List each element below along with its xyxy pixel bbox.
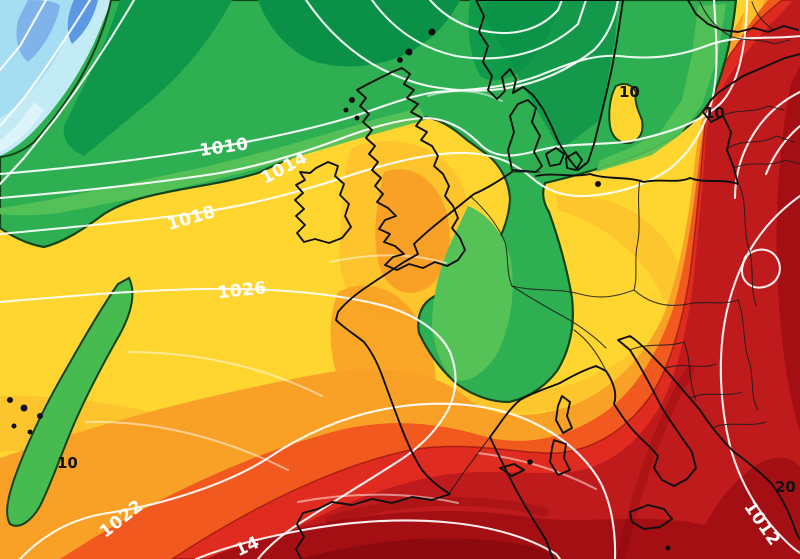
island-hebrides-1 <box>349 97 355 103</box>
island-azores-2 <box>20 404 28 412</box>
fill-lightgreen-tongue <box>432 206 513 381</box>
border-northeast-1 <box>699 1 791 45</box>
coast-spain-east <box>489 436 554 559</box>
border-balkans-6 <box>737 299 759 411</box>
border-balkans-2 <box>665 363 717 369</box>
fill-maroon-southeast <box>690 457 800 559</box>
island-shetland <box>428 28 436 36</box>
fill-redorange-mass <box>60 0 800 559</box>
coast-danish-island-2 <box>565 151 583 171</box>
island-azores-3 <box>37 413 43 419</box>
temperature-labels: 10 10 10 20 <box>57 83 796 496</box>
border-alps <box>511 285 607 349</box>
border-france-italy <box>573 329 607 372</box>
fill-blue-patch-2 <box>67 0 98 44</box>
isobar-pale-5 <box>477 452 597 490</box>
island-malta <box>665 545 671 551</box>
coastlines <box>7 0 800 559</box>
border-east-2 <box>733 159 800 169</box>
temp-label-baltics: 10 <box>704 104 725 122</box>
fill-green-leaf-atlantic <box>6 276 134 527</box>
red-shading-streak-1 <box>615 365 695 559</box>
temp-label-gotland: 10 <box>619 83 640 101</box>
island-orkney <box>405 48 413 56</box>
temp-label-balkans: 20 <box>775 478 796 496</box>
isobar-pale-2 <box>127 351 323 397</box>
border-balkans-4 <box>711 421 767 429</box>
cold-pool-edge <box>0 0 112 158</box>
fill-blue-patch-1 <box>16 0 60 62</box>
fill-orange-britain <box>375 169 450 293</box>
fill-deep-maroon-strip <box>300 538 560 559</box>
island-orkney-2 <box>397 57 403 63</box>
border-east-3 <box>727 135 795 149</box>
isobar-1022-line <box>18 402 617 559</box>
island-bornholm <box>595 181 601 187</box>
border-balkans-1 <box>629 341 685 351</box>
island-hebrides-3 <box>354 115 360 121</box>
island-azores-4 <box>11 423 17 429</box>
island-azores-1 <box>7 397 13 403</box>
coast-danish-island-1 <box>545 147 565 167</box>
border-balkans-5 <box>683 341 697 401</box>
temp-label-atlantic: 10 <box>57 454 78 472</box>
country-borders <box>449 1 800 493</box>
isobar-nw-diagonal-1 <box>0 0 48 72</box>
coast-denmark <box>507 99 543 173</box>
fill-cyan-pale-streak <box>0 102 44 152</box>
fill-darkgreen-northwest <box>63 0 232 156</box>
coast-ireland <box>294 161 352 244</box>
isobar-nw-diagonal-2 <box>0 0 92 128</box>
isobar-1014-line <box>0 0 749 200</box>
island-menorca <box>527 459 533 465</box>
border-czech <box>511 285 635 298</box>
coast-sardinia <box>549 439 571 476</box>
fill-darkred-mass <box>242 0 800 559</box>
border-east-4 <box>721 105 785 117</box>
coast-west-europe <box>295 171 513 559</box>
isobar-pale-3 <box>85 420 289 471</box>
border-northeast-2 <box>751 1 775 31</box>
border-hungary <box>633 289 739 307</box>
coast-gulf-of-finland <box>687 0 799 33</box>
coast-sicily <box>629 504 673 530</box>
fill-darkgreen-scandinavia <box>480 0 618 150</box>
fill-lightgreen-east-band <box>596 4 726 172</box>
isobar-1014-bottom-line <box>194 519 562 559</box>
coast-balearics <box>499 463 525 477</box>
island-hebrides-2 <box>343 107 349 113</box>
coast-corsica <box>555 395 573 434</box>
fill-maroon-right <box>776 66 800 432</box>
isobar-pale-4 <box>297 493 459 504</box>
isobar-1018-line <box>0 0 718 236</box>
isobar-scandinavia-arc-2 <box>370 0 588 60</box>
isobar-nw-diagonal-3 <box>0 0 136 186</box>
coast-mediterranean-italy-balkans <box>489 335 800 541</box>
isobar-closed-loop <box>740 248 781 289</box>
isobar-east-arc-2 <box>764 124 800 176</box>
border-east-1 <box>739 185 757 307</box>
isobar-scandinavia-arc-3 <box>428 0 564 34</box>
island-azores-5 <box>27 429 33 435</box>
fill-yellow-gotland-patch <box>608 83 644 145</box>
isobar-pale-1 <box>329 254 447 264</box>
border-pyrenees <box>449 436 491 493</box>
coast-great-britain <box>356 67 466 271</box>
coast-scandinavia <box>475 0 624 171</box>
border-germany-poland <box>633 179 641 291</box>
red-shading-streak-2 <box>325 497 550 525</box>
border-rhine <box>469 195 513 287</box>
coast-baltic <box>535 53 800 185</box>
